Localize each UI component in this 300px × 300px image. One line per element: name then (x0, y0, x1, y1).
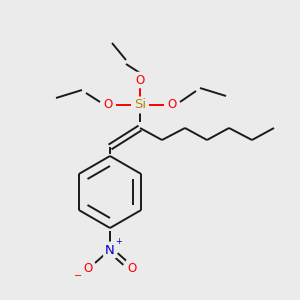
Text: N: N (105, 244, 115, 256)
Text: O: O (167, 98, 177, 112)
Text: O: O (135, 74, 145, 86)
Text: O: O (128, 262, 136, 275)
Text: O: O (83, 262, 93, 275)
Text: +: + (116, 238, 122, 247)
Text: −: − (74, 271, 82, 281)
Text: O: O (103, 98, 112, 112)
Text: Si: Si (134, 98, 146, 112)
